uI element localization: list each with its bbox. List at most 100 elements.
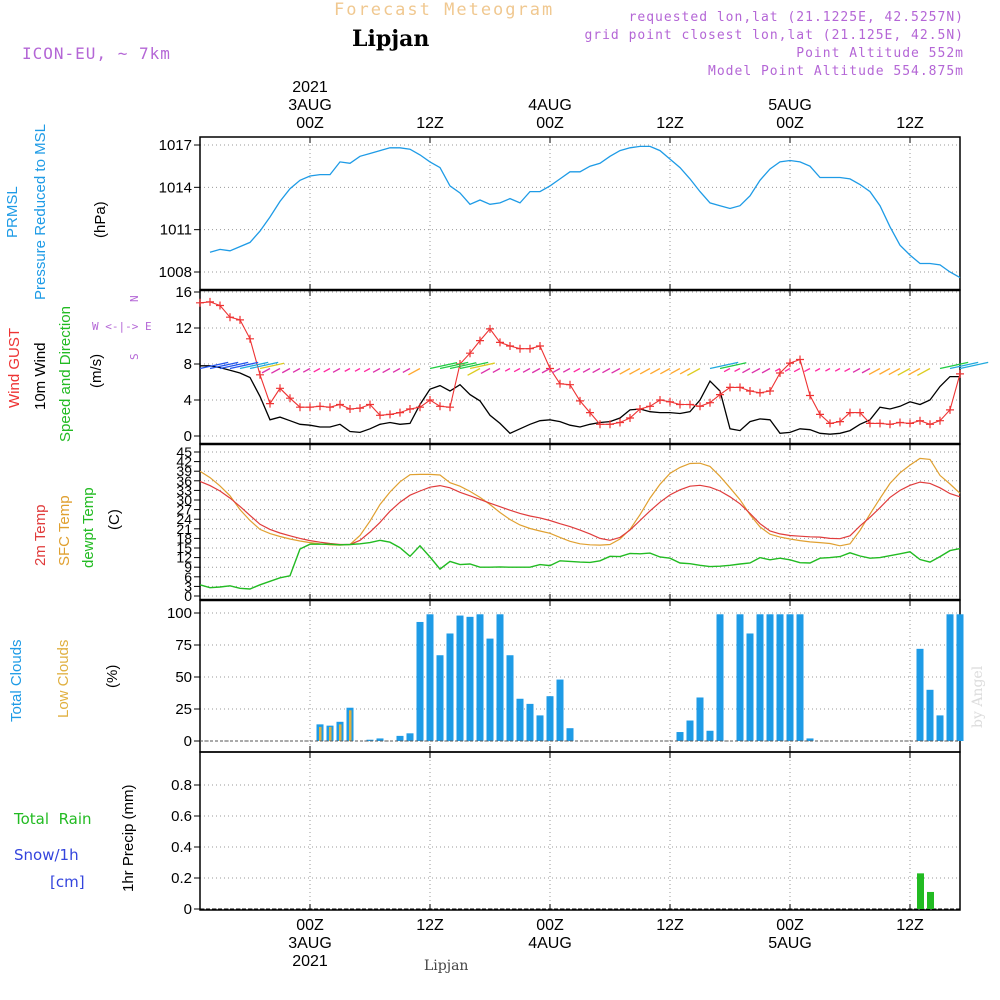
y-tick-label: 1008 [159, 264, 192, 281]
gust-marker [476, 336, 484, 345]
gust-marker [436, 402, 444, 411]
gust-marker [426, 396, 434, 404]
wind-direction-arrow [602, 367, 611, 374]
wind-direction-arrow [219, 361, 249, 370]
panel-4: 0 0.2 0.4 0.6 0.8 [171, 751, 961, 918]
gust-marker [786, 359, 794, 368]
gust-marker [506, 342, 514, 350]
wind-direction-arrow [751, 367, 761, 374]
top-time-label: 00Z [536, 115, 564, 132]
total-cloud-bar [936, 715, 944, 741]
gust-marker [236, 315, 244, 324]
total-cloud-bar [376, 738, 384, 741]
wind-direction-arrow [261, 367, 271, 374]
wind-direction-arrow [209, 361, 239, 370]
y-tick-label: 0 [184, 901, 192, 918]
gust-marker [816, 410, 824, 419]
wind-direction-arrow [908, 367, 921, 376]
wind-direction-arrow [199, 361, 229, 370]
gust-marker [946, 405, 954, 414]
gust-marker [216, 301, 224, 310]
y-tick-label: 3 [184, 578, 192, 594]
y-tick-label: 100 [167, 605, 192, 622]
wind-direction-arrow [372, 367, 381, 373]
total-cloud-bar [496, 614, 504, 741]
top-date-label: 3AUG [288, 97, 332, 114]
wind-direction-arrow [679, 367, 691, 375]
wind-direction-arrow [344, 367, 351, 372]
gust-marker [356, 404, 364, 413]
wind-direction-arrow [793, 367, 801, 373]
gust-marker [806, 391, 814, 400]
y-tick-label: 1011 [160, 222, 192, 239]
bottom-time-label: 12Z [416, 917, 444, 934]
bottom-time-label: 00Z [776, 917, 804, 934]
gust-marker [666, 397, 674, 406]
top-time-label: 00Z [296, 115, 324, 132]
gust-marker [276, 384, 284, 393]
grid-point-coords: grid point closest lon,lat (21.125E, 42.… [584, 28, 964, 43]
panel-1: 0 4 8 12 16 [175, 284, 961, 445]
bottom-time-label: 00Z [296, 917, 324, 934]
wind-direction-arrow [323, 367, 331, 373]
y-tick-label: 18 [176, 530, 192, 546]
wind-direction-arrow [402, 367, 411, 373]
y-tick-label: 27 [176, 502, 192, 518]
total-cloud-bar [396, 735, 404, 741]
gust-marker [936, 416, 944, 425]
total-cloud-bar [436, 655, 444, 741]
gust-marker [556, 379, 564, 388]
gust-marker [246, 334, 254, 343]
total-rain-label: Total Rain [14, 810, 92, 828]
rain-bar [927, 891, 934, 909]
gust-marker [416, 403, 424, 412]
total-cloud-bar [426, 614, 434, 741]
total-cloud-bar [676, 732, 684, 741]
y-tick-label: 42 [176, 454, 192, 470]
y-tick-label: 8 [184, 356, 192, 373]
gust-marker [206, 297, 214, 306]
gust-marker [766, 387, 774, 395]
total-cloud-bar [476, 614, 484, 741]
top-year-label: 2021 [292, 79, 328, 96]
wind-direction-arrow [719, 362, 747, 370]
wind-direction-arrow [408, 367, 421, 376]
wind-direction-arrow [959, 361, 989, 370]
y-tick-label: 33 [176, 482, 192, 498]
wind-direction-arrow [459, 361, 489, 370]
gust-marker [486, 324, 494, 333]
y-tick-label: 4 [184, 392, 192, 409]
gust-marker [396, 408, 404, 417]
total-cloud-bar [526, 703, 534, 741]
total-cloud-bar [686, 720, 694, 741]
model-name: ICON-EU, ~ 7km [22, 44, 171, 63]
gust-marker [896, 418, 904, 427]
wind-direction-arrow [313, 367, 321, 373]
total-cloud-bar [806, 738, 814, 741]
wind-direction-arrow [774, 367, 781, 372]
top-time-label: 00Z [776, 115, 804, 132]
gust-marker [826, 419, 834, 428]
wind-direction-arrow [852, 367, 861, 373]
gust-marker [876, 419, 884, 428]
wind-direction-arrow [582, 367, 591, 373]
wind-speed-line [200, 365, 960, 435]
gust-marker [676, 400, 684, 409]
wind-direction-arrow [531, 367, 541, 374]
wind-direction-arrow [504, 367, 511, 372]
point-altitude: Point Altitude 552m [796, 46, 964, 61]
gust-marker [906, 419, 914, 428]
gust-marker [796, 355, 804, 364]
total-cloud-bar [706, 730, 714, 741]
gust-marker [926, 420, 934, 429]
wind-direction-arrow [249, 361, 279, 370]
gust-marker [266, 399, 274, 408]
total-cloud-bar [756, 614, 764, 741]
wind-direction-arrow [639, 367, 651, 375]
wind-direction-arrow [723, 367, 731, 373]
total-cloud-bar [946, 614, 954, 741]
top-time-label: 12Z [416, 115, 444, 132]
gust-marker [726, 383, 734, 392]
total-cloud-bar [796, 614, 804, 741]
gust-marker [496, 338, 504, 347]
